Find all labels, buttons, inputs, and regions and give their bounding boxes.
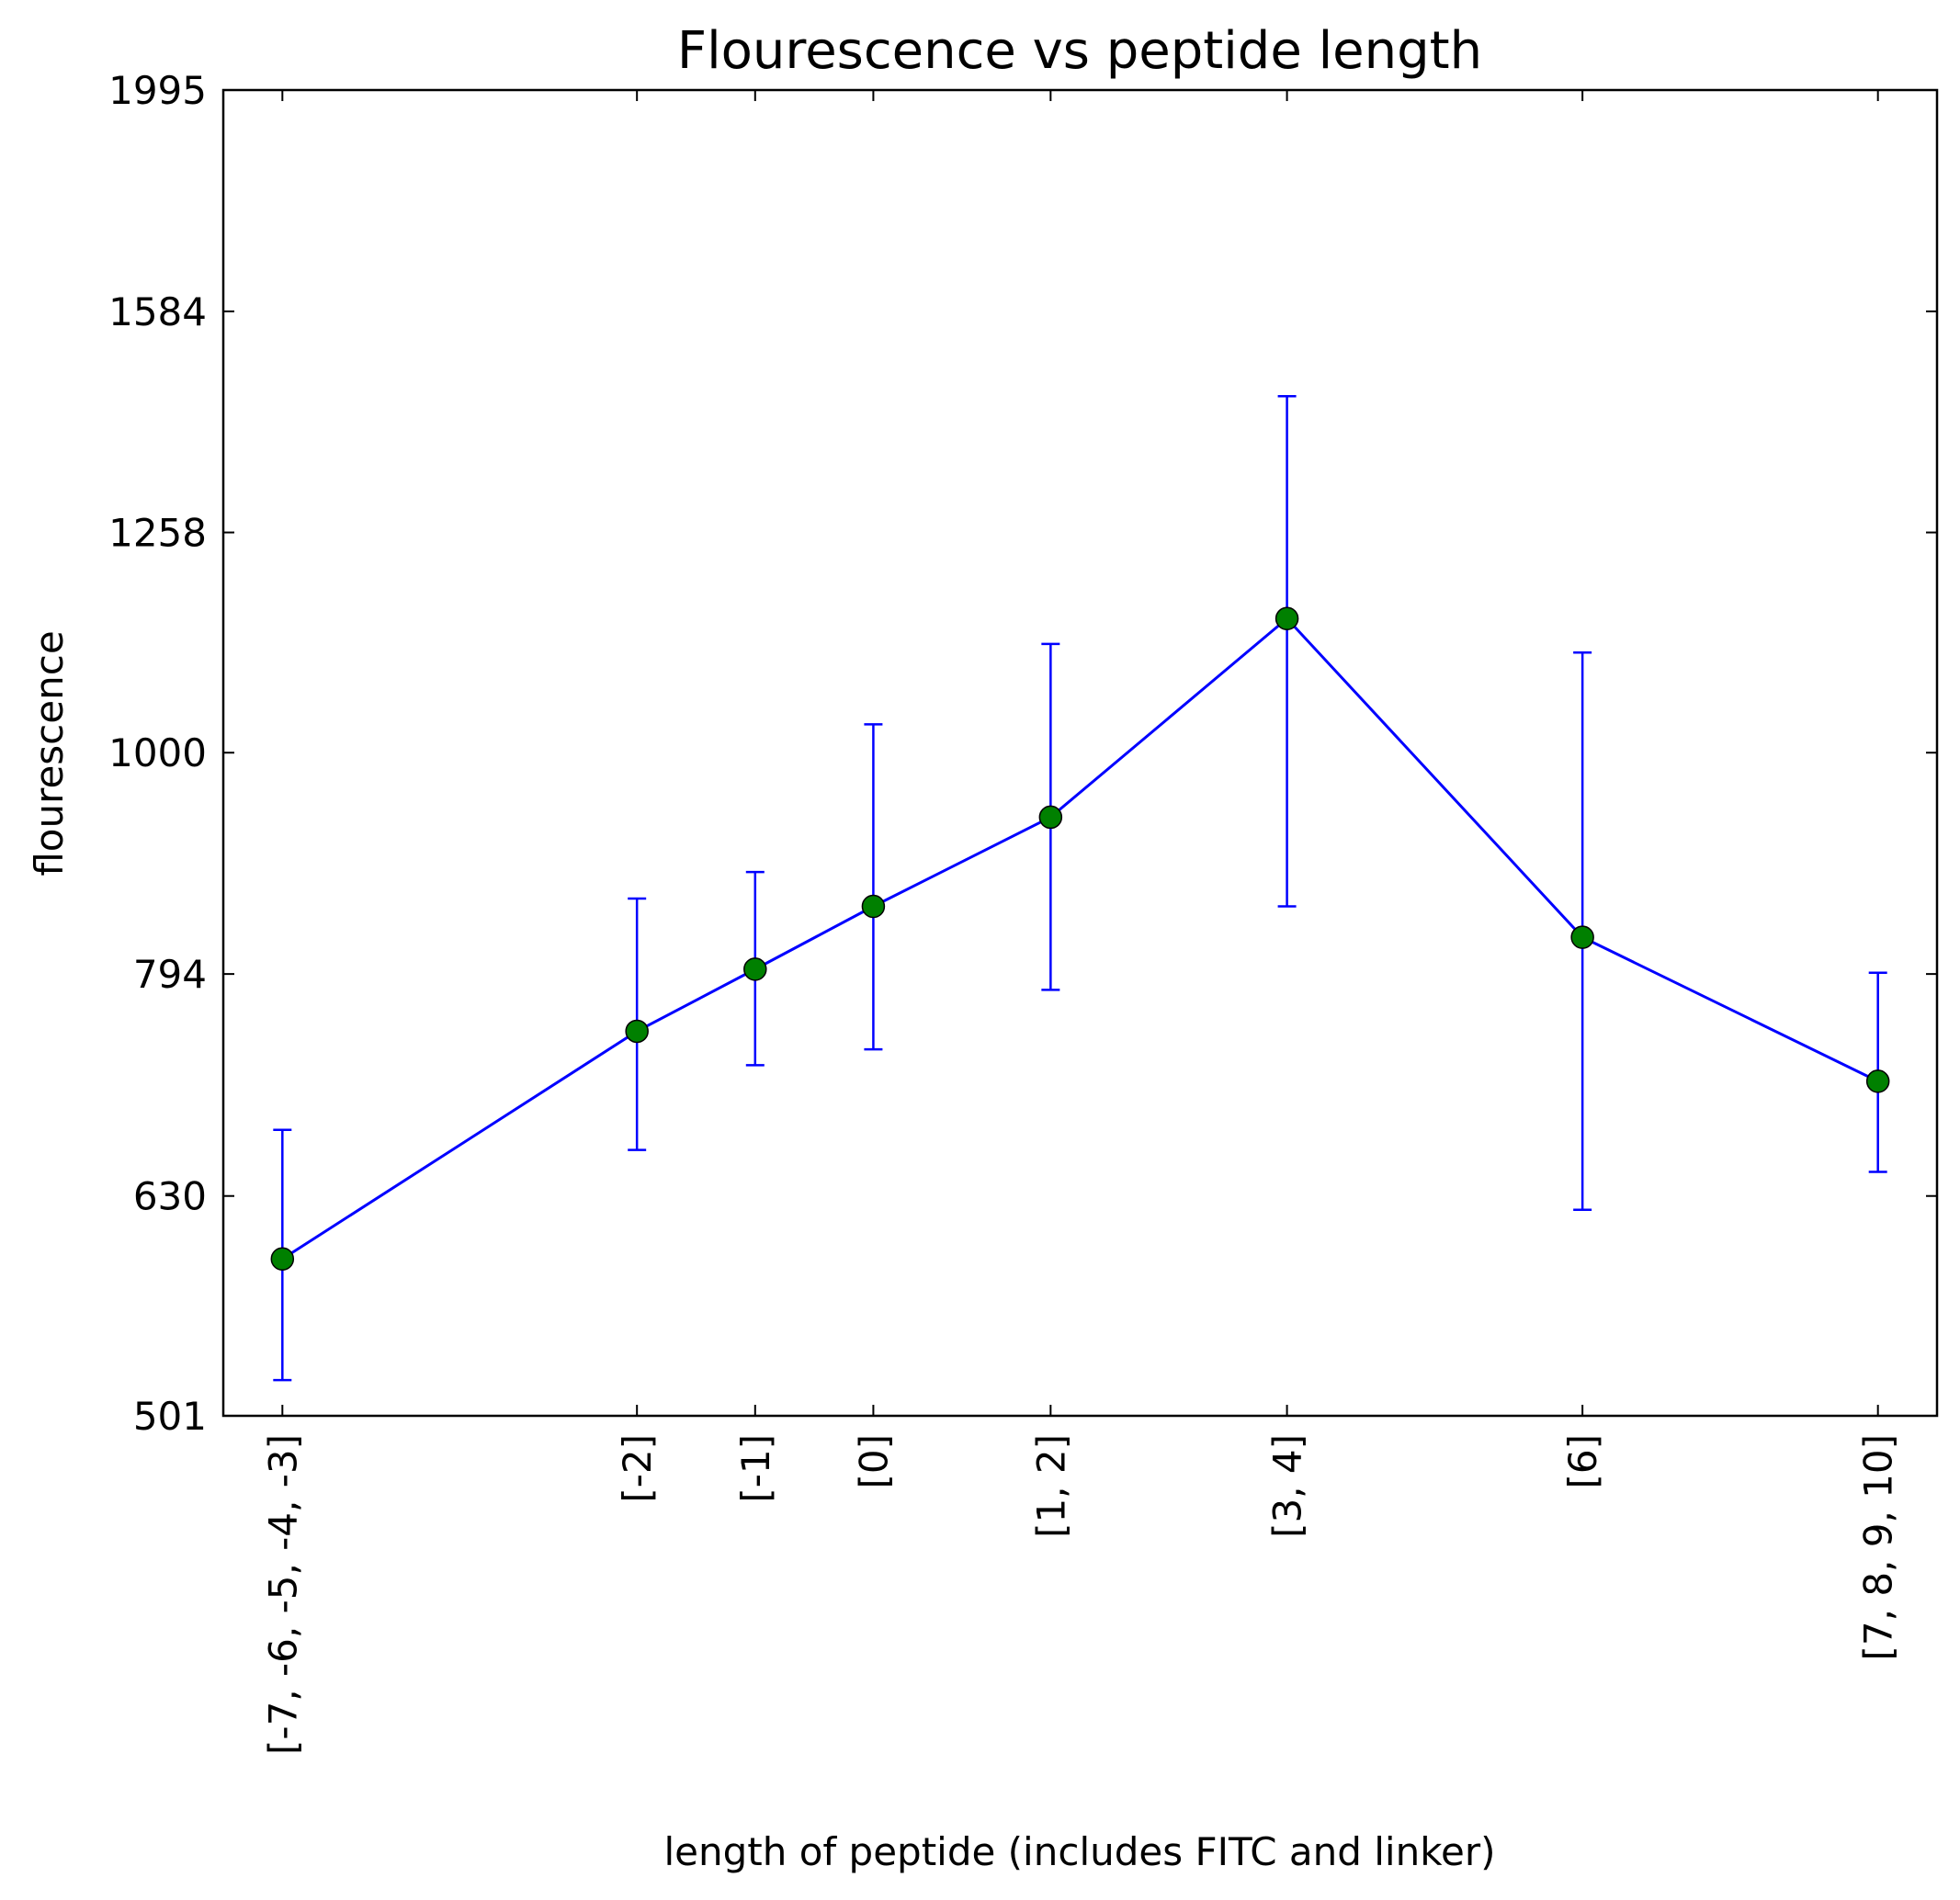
- data-point: [743, 957, 767, 981]
- x-axis-label: length of peptide (includes FITC and lin…: [663, 1829, 1495, 1874]
- x-tick-labels: [-7, -6, -5, -4, -3] [-2] [-1] [0] [1, 2] [3,…: [260, 1434, 1900, 1755]
- plot-background: [223, 90, 1937, 1416]
- chart-title: Flourescence vs peptide length: [677, 21, 1482, 81]
- data-point: [1038, 805, 1063, 830]
- y-axis-label: flourescence: [27, 630, 72, 876]
- data-point: [1275, 606, 1299, 631]
- plot-frame: [221, 88, 1939, 1418]
- y-tick-label: 1584: [108, 289, 207, 334]
- y-tick-label: 501: [133, 1394, 207, 1439]
- series-line: [281, 616, 1879, 1261]
- y-tick-label: 1000: [108, 730, 207, 775]
- data-point: [270, 1247, 295, 1271]
- y-tick-label: 794: [133, 952, 207, 997]
- x-tick-label: [-7, -6, -5, -4, -3]: [260, 1434, 305, 1755]
- data-markers: [270, 606, 1890, 1271]
- x-tick-label: [7, 8, 9, 10]: [1856, 1434, 1901, 1660]
- series-line-layer: [281, 616, 1879, 1261]
- x-tick-label: [0]: [851, 1434, 896, 1489]
- data-point: [625, 1019, 649, 1044]
- x-tick-label: [-1]: [733, 1434, 778, 1503]
- x-tick-label: [1, 2]: [1028, 1434, 1073, 1538]
- y-tick-labels: 501 630 794 1000 1258 1584 1995: [108, 68, 207, 1439]
- x-tick-label: [3, 4]: [1265, 1434, 1310, 1538]
- x-tick-label: [-2]: [615, 1434, 660, 1503]
- y-tick-label: 630: [133, 1174, 207, 1219]
- x-tick-label: [6]: [1560, 1434, 1605, 1489]
- y-tick-label: 1258: [108, 511, 207, 556]
- data-point: [1865, 1069, 1890, 1093]
- data-point: [861, 894, 886, 919]
- data-point: [1570, 925, 1594, 949]
- y-tick-label: 1995: [108, 68, 207, 113]
